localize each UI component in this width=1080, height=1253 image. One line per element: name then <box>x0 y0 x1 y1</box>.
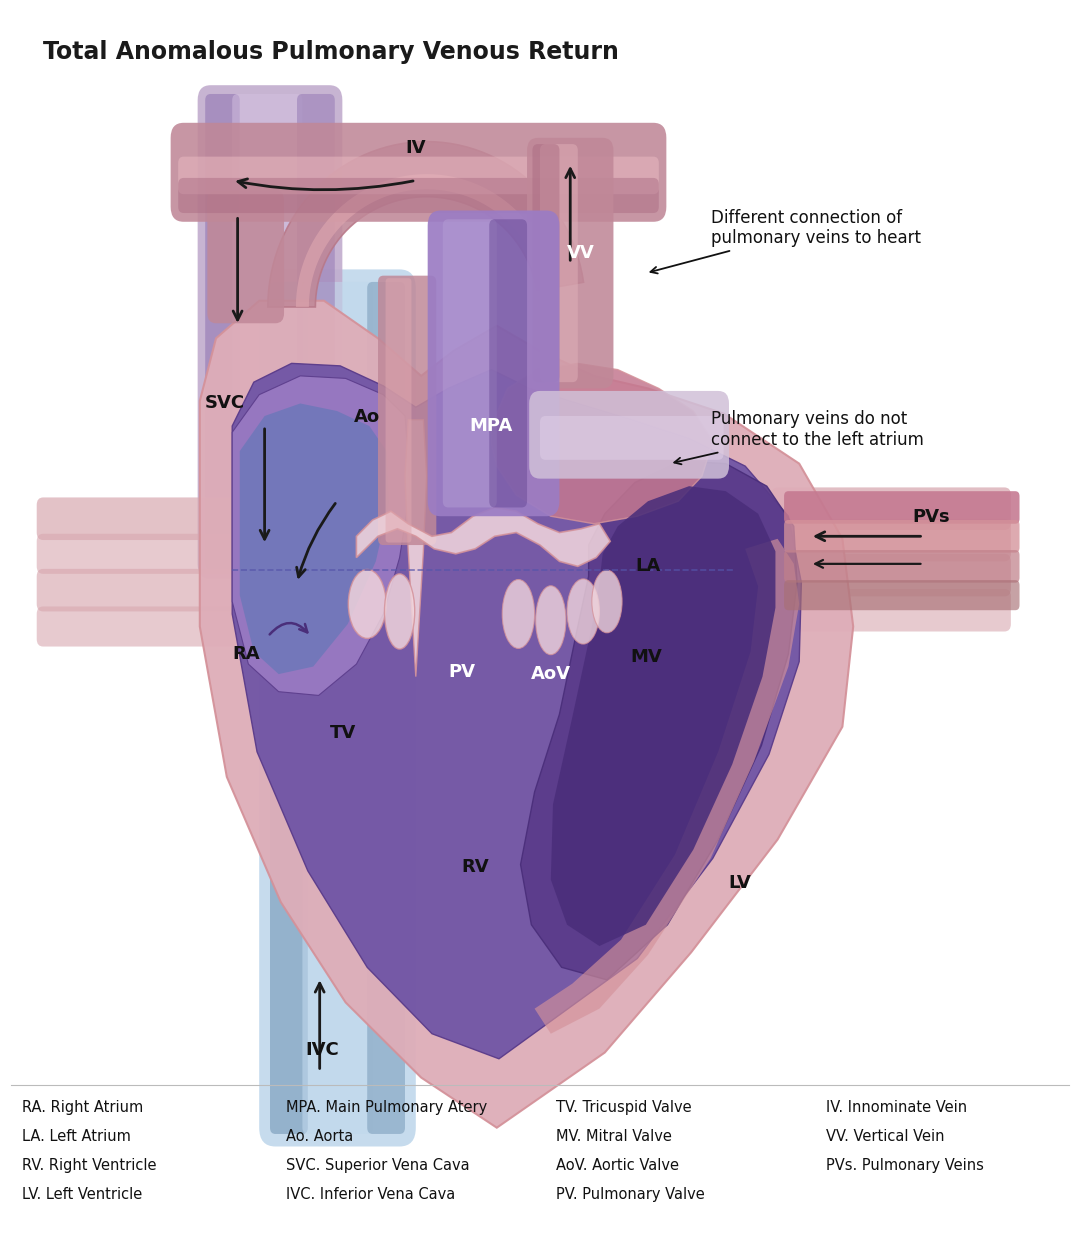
FancyBboxPatch shape <box>37 497 239 540</box>
FancyBboxPatch shape <box>178 157 659 194</box>
Text: LV. Left Ventricle: LV. Left Ventricle <box>22 1187 141 1202</box>
FancyBboxPatch shape <box>207 190 284 323</box>
Text: RV: RV <box>461 858 489 876</box>
Text: TV. Tricuspid Valve: TV. Tricuspid Valve <box>556 1100 692 1115</box>
FancyBboxPatch shape <box>270 282 308 1134</box>
FancyBboxPatch shape <box>386 278 411 543</box>
FancyBboxPatch shape <box>198 85 342 579</box>
FancyBboxPatch shape <box>378 276 436 545</box>
Polygon shape <box>232 363 801 1059</box>
Text: PV: PV <box>449 663 475 680</box>
Ellipse shape <box>567 579 599 644</box>
Text: PVs: PVs <box>913 509 949 526</box>
Text: IV. Innominate Vein: IV. Innominate Vein <box>826 1100 968 1115</box>
FancyBboxPatch shape <box>205 94 240 570</box>
Polygon shape <box>232 376 410 695</box>
Text: AoV: AoV <box>530 665 571 683</box>
FancyBboxPatch shape <box>297 94 335 570</box>
Text: RV. Right Ventricle: RV. Right Ventricle <box>22 1158 157 1173</box>
Polygon shape <box>240 403 389 674</box>
Text: LA. Left Atrium: LA. Left Atrium <box>22 1129 131 1144</box>
FancyBboxPatch shape <box>178 178 659 213</box>
FancyBboxPatch shape <box>428 211 559 516</box>
FancyBboxPatch shape <box>784 550 1020 583</box>
Text: MPA. Main Pulmonary Atery: MPA. Main Pulmonary Atery <box>286 1100 487 1115</box>
Polygon shape <box>296 174 556 307</box>
Ellipse shape <box>502 580 535 649</box>
Text: Different connection of
pulmonary veins to heart: Different connection of pulmonary veins … <box>650 209 920 273</box>
FancyBboxPatch shape <box>771 487 1011 530</box>
Text: TV: TV <box>330 724 356 742</box>
Ellipse shape <box>384 574 415 649</box>
FancyBboxPatch shape <box>784 520 1020 553</box>
Text: AoV. Aortic Valve: AoV. Aortic Valve <box>556 1158 679 1173</box>
FancyBboxPatch shape <box>771 519 1011 561</box>
FancyBboxPatch shape <box>527 138 613 388</box>
Text: Ao. Aorta: Ao. Aorta <box>286 1129 353 1144</box>
Text: SVC: SVC <box>204 395 245 412</box>
FancyBboxPatch shape <box>784 580 1020 610</box>
Polygon shape <box>268 142 583 307</box>
FancyBboxPatch shape <box>367 282 405 1134</box>
FancyBboxPatch shape <box>259 269 416 1146</box>
Text: PVs. Pulmonary Veins: PVs. Pulmonary Veins <box>826 1158 984 1173</box>
FancyBboxPatch shape <box>532 144 559 382</box>
FancyBboxPatch shape <box>171 123 666 222</box>
FancyBboxPatch shape <box>771 589 1011 632</box>
FancyBboxPatch shape <box>540 144 578 382</box>
Ellipse shape <box>349 570 387 639</box>
Text: LV: LV <box>728 875 752 892</box>
Polygon shape <box>356 507 610 566</box>
Text: MPA: MPA <box>470 417 513 435</box>
Text: RA: RA <box>232 645 260 663</box>
Text: IV: IV <box>406 139 426 157</box>
Text: Pulmonary veins do not
connect to the left atrium: Pulmonary veins do not connect to the le… <box>674 411 923 465</box>
Text: VV: VV <box>567 244 595 262</box>
Ellipse shape <box>536 586 566 655</box>
FancyBboxPatch shape <box>37 534 239 574</box>
FancyBboxPatch shape <box>784 491 1020 524</box>
Text: PV. Pulmonary Valve: PV. Pulmonary Valve <box>556 1187 705 1202</box>
FancyBboxPatch shape <box>489 219 527 507</box>
Text: MV: MV <box>630 648 662 665</box>
Polygon shape <box>200 301 853 1128</box>
Text: Total Anomalous Pulmonary Venous Return: Total Anomalous Pulmonary Venous Return <box>43 40 619 64</box>
Text: Ao: Ao <box>354 408 380 426</box>
FancyBboxPatch shape <box>771 554 1011 596</box>
Polygon shape <box>535 539 799 1034</box>
FancyBboxPatch shape <box>232 94 302 570</box>
Text: IVC: IVC <box>305 1041 339 1059</box>
Text: SVC. Superior Vena Cava: SVC. Superior Vena Cava <box>286 1158 470 1173</box>
FancyBboxPatch shape <box>302 282 373 1134</box>
Polygon shape <box>551 486 775 946</box>
FancyBboxPatch shape <box>443 219 497 507</box>
FancyBboxPatch shape <box>529 391 729 479</box>
Polygon shape <box>405 420 427 677</box>
Text: VV. Vertical Vein: VV. Vertical Vein <box>826 1129 945 1144</box>
Text: IVC. Inferior Vena Cava: IVC. Inferior Vena Cava <box>286 1187 456 1202</box>
Text: RA. Right Atrium: RA. Right Atrium <box>22 1100 143 1115</box>
Ellipse shape <box>592 570 622 633</box>
Text: MV. Mitral Valve: MV. Mitral Valve <box>556 1129 672 1144</box>
Text: LA: LA <box>635 558 661 575</box>
Polygon shape <box>521 461 797 980</box>
FancyBboxPatch shape <box>37 606 239 647</box>
Polygon shape <box>491 363 713 524</box>
FancyBboxPatch shape <box>540 416 724 460</box>
FancyBboxPatch shape <box>37 569 239 611</box>
